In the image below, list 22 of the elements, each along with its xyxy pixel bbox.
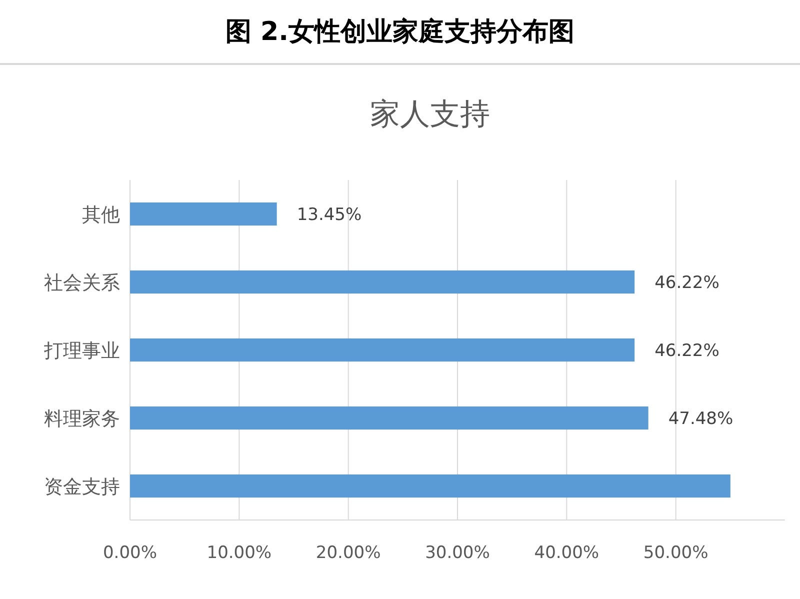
chart-subtitle: 家人支持 [370, 97, 490, 132]
bar [130, 474, 730, 498]
y-tick-label: 料理家务 [44, 408, 120, 430]
y-tick-label: 资金支持 [44, 476, 120, 498]
bar [130, 406, 648, 430]
x-tick-label: 50.00% [643, 543, 708, 563]
data-label: 13.45% [296, 205, 362, 225]
bar [130, 338, 635, 362]
chart-title: 图 2.女性创业家庭支持分布图 [225, 17, 575, 47]
x-tick-label: 10.00% [206, 543, 272, 563]
y-tick-label: 社会关系 [44, 272, 120, 294]
y-tick-label: 打理事业 [43, 340, 120, 362]
data-label: 46.22% [654, 273, 720, 293]
x-tick-label: 0.00% [102, 543, 158, 563]
x-tick-label: 20.00% [316, 543, 381, 563]
data-label: 47.48% [668, 409, 734, 429]
y-tick-label: 其他 [82, 204, 120, 226]
bar [130, 270, 635, 294]
x-tick-label: 30.00% [425, 543, 490, 563]
data-label: 46.22% [654, 341, 720, 361]
bar [130, 202, 277, 226]
x-tick-label: 40.00% [534, 543, 600, 563]
